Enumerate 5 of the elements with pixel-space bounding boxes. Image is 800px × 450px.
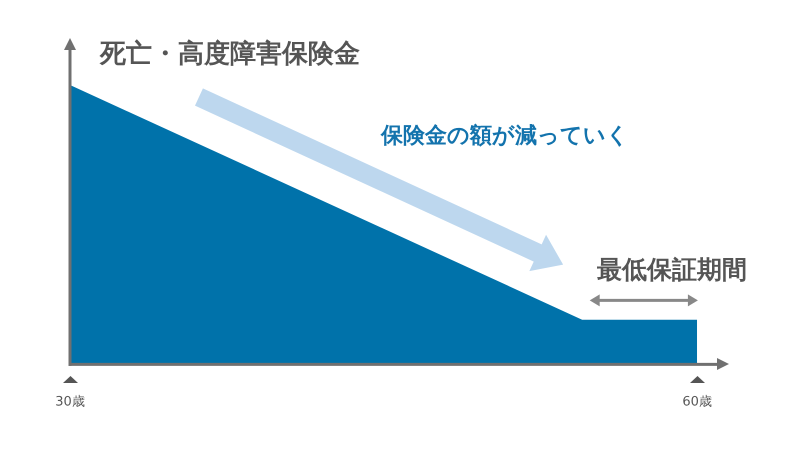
chart-title: 死亡・高度障害保険金 — [99, 38, 360, 69]
annotation: 保険金の額が減っていく — [380, 124, 629, 149]
x-tick-label: 60歳 — [682, 394, 712, 410]
x-tick-label: 30歳 — [55, 394, 85, 410]
annotation: 最低保証期間 — [596, 255, 747, 284]
